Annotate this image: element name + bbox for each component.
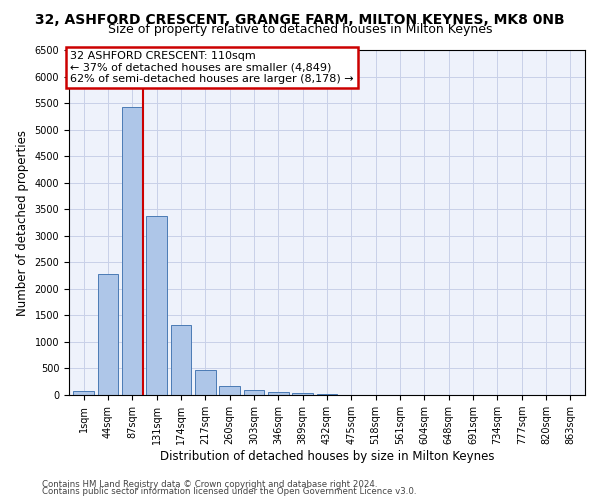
Bar <box>98 274 118 395</box>
Bar <box>73 391 94 395</box>
Bar <box>170 326 191 395</box>
Bar <box>195 370 215 395</box>
Text: 32, ASHFORD CRESCENT, GRANGE FARM, MILTON KEYNES, MK8 0NB: 32, ASHFORD CRESCENT, GRANGE FARM, MILTO… <box>35 12 565 26</box>
X-axis label: Distribution of detached houses by size in Milton Keynes: Distribution of detached houses by size … <box>160 450 494 463</box>
Text: Contains public sector information licensed under the Open Government Licence v3: Contains public sector information licen… <box>42 487 416 496</box>
Text: Contains HM Land Registry data © Crown copyright and database right 2024.: Contains HM Land Registry data © Crown c… <box>42 480 377 489</box>
Bar <box>219 386 240 395</box>
Text: Size of property relative to detached houses in Milton Keynes: Size of property relative to detached ho… <box>108 22 492 36</box>
Bar <box>244 390 265 395</box>
Y-axis label: Number of detached properties: Number of detached properties <box>16 130 29 316</box>
Bar <box>317 394 337 395</box>
Bar <box>268 392 289 395</box>
Bar <box>146 216 167 395</box>
Bar <box>292 394 313 395</box>
Bar <box>122 108 143 395</box>
Text: 32 ASHFORD CRESCENT: 110sqm
← 37% of detached houses are smaller (4,849)
62% of : 32 ASHFORD CRESCENT: 110sqm ← 37% of det… <box>70 51 354 84</box>
